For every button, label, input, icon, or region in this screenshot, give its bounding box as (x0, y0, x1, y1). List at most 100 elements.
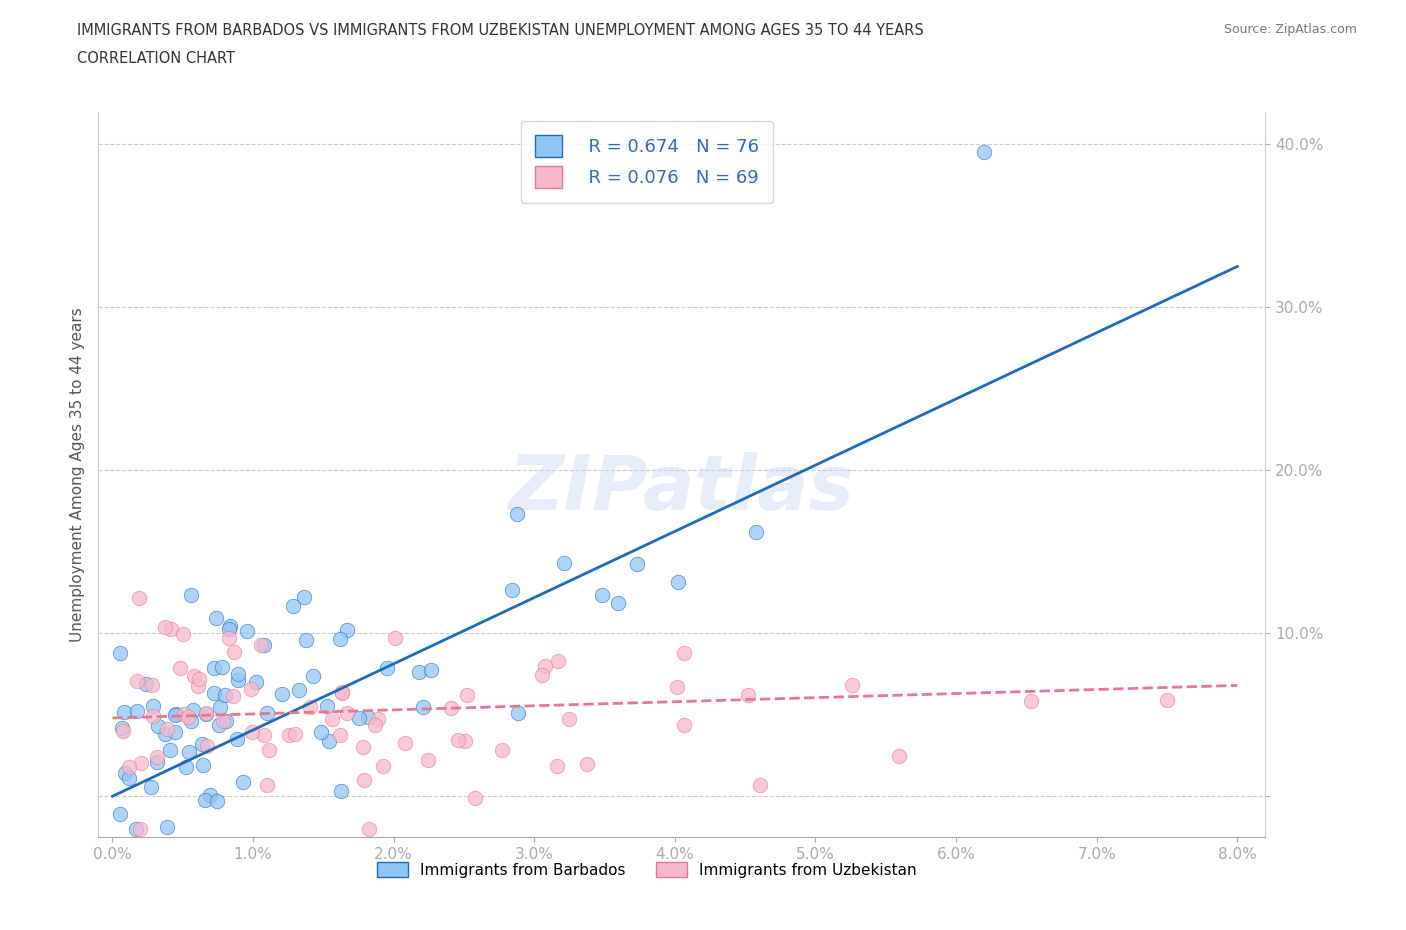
Point (156, 819, 179, 834)
Point (191, 737, 214, 751)
Point (506, 705, 529, 720)
Point (501, 582, 523, 597)
Point (187, 671, 209, 686)
Point (141, 678, 163, 693)
Point (142, 709, 165, 724)
Point (353, 772, 375, 787)
Point (179, 745, 201, 760)
Point (118, 771, 141, 786)
Point (160, 622, 183, 637)
Point (253, 728, 276, 743)
Point (352, 739, 374, 754)
Point (553, 555, 575, 570)
Point (416, 752, 439, 767)
Point (209, 699, 232, 714)
Point (336, 706, 359, 721)
Point (108, 806, 131, 821)
Point (180, 714, 202, 729)
Point (125, 821, 148, 836)
Point (202, 660, 225, 675)
Point (330, 685, 353, 700)
Point (212, 714, 235, 729)
Point (329, 728, 352, 743)
Point (163, 724, 186, 739)
Point (336, 623, 359, 638)
Point (235, 624, 257, 639)
Point (318, 734, 340, 749)
Point (250, 637, 273, 652)
Point (1156, 693, 1178, 708)
Point (128, 591, 150, 605)
Point (283, 598, 305, 613)
Point (419, 663, 441, 678)
Point (172, 626, 194, 641)
Point (256, 777, 278, 792)
Point (672, 645, 695, 660)
Point (218, 618, 240, 633)
Point (153, 619, 176, 634)
Point (169, 661, 191, 676)
Point (240, 724, 263, 739)
Point (558, 711, 581, 726)
Point (533, 658, 555, 673)
Point (194, 792, 217, 807)
Point (239, 682, 262, 697)
Point (145, 754, 167, 769)
Point (117, 760, 139, 775)
Point (295, 632, 318, 647)
Point (129, 821, 152, 836)
Point (111, 721, 134, 736)
Point (607, 595, 630, 610)
Point (207, 793, 229, 808)
Point (195, 707, 218, 722)
Point (222, 688, 245, 703)
Point (447, 732, 470, 747)
Point (218, 631, 240, 646)
Point (841, 678, 863, 693)
Point (371, 758, 394, 773)
Point (384, 631, 406, 646)
Point (288, 683, 311, 698)
Point (155, 726, 177, 741)
Point (546, 758, 568, 773)
Point (135, 677, 157, 692)
Point (159, 743, 181, 758)
Point (464, 790, 486, 805)
Point (357, 710, 380, 724)
Point (745, 525, 768, 540)
Point (205, 610, 228, 625)
Point (226, 672, 249, 687)
Point (191, 758, 214, 773)
Point (292, 590, 315, 604)
Point (737, 687, 759, 702)
Point (454, 734, 477, 749)
Point (576, 757, 599, 772)
Point (112, 705, 135, 720)
Point (367, 712, 389, 727)
Point (749, 777, 772, 792)
Point (187, 679, 209, 694)
Point (364, 718, 387, 733)
Point (626, 557, 648, 572)
Text: IMMIGRANTS FROM BARBADOS VS IMMIGRANTS FROM UZBEKISTAN UNEMPLOYMENT AMONG AGES 3: IMMIGRANTS FROM BARBADOS VS IMMIGRANTS F… (77, 23, 924, 38)
Point (547, 654, 569, 669)
Point (329, 632, 352, 647)
Point (146, 719, 169, 734)
Point (321, 711, 343, 726)
Text: Source: ZipAtlas.com: Source: ZipAtlas.com (1223, 23, 1357, 36)
Point (673, 718, 696, 733)
Point (349, 711, 371, 725)
Point (302, 669, 325, 684)
Point (165, 707, 187, 722)
Point (224, 644, 246, 659)
Legend: Immigrants from Barbados, Immigrants from Uzbekistan: Immigrants from Barbados, Immigrants fro… (371, 856, 922, 884)
Y-axis label: Unemployment Among Ages 35 to 44 years: Unemployment Among Ages 35 to 44 years (69, 307, 84, 642)
Point (259, 742, 281, 757)
Point (202, 685, 225, 700)
Point (412, 699, 434, 714)
Point (142, 698, 165, 713)
Point (114, 765, 136, 780)
Point (211, 659, 233, 674)
Point (111, 724, 134, 738)
Point (408, 664, 430, 679)
